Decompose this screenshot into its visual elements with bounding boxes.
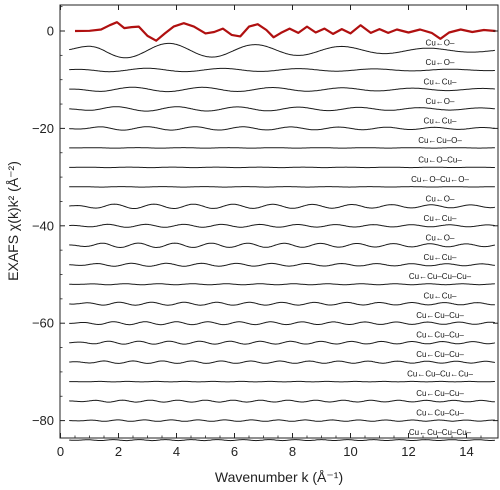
path-curve-21 xyxy=(69,439,495,442)
path-curve-14 xyxy=(69,301,495,306)
x-tick-label: 8 xyxy=(289,444,296,459)
path-curve-1 xyxy=(69,42,495,59)
path-curve-20 xyxy=(69,419,495,422)
path-label-20: Cu←Cu–Cu– xyxy=(416,409,464,418)
path-curve-7 xyxy=(69,166,495,169)
axis-ticks: 0 2 4 6 8 10 12 14 0 −20 −40 −60 −80 xyxy=(32,5,498,459)
path-label-21: Cu←Cu–Cu–Cu– xyxy=(409,428,472,437)
path-curve-17 xyxy=(69,360,495,364)
y-tick-label: −80 xyxy=(32,413,54,428)
x-tick-label: 10 xyxy=(343,444,357,459)
path-label-11: Cu←O– xyxy=(426,233,455,242)
plot-frame xyxy=(59,4,499,439)
path-curve-11 xyxy=(69,242,496,249)
path-curve-10 xyxy=(69,223,495,228)
x-tick-label: 14 xyxy=(459,444,473,459)
path-curve-2 xyxy=(69,67,495,73)
path-label-16: Cu←Cu–Cu– xyxy=(416,331,464,340)
path-label-19: Cu←Cu–Cu– xyxy=(416,389,464,398)
path-curve-16 xyxy=(69,340,496,345)
path-curve-3 xyxy=(69,86,495,93)
x-tick-label: 4 xyxy=(173,444,180,459)
y-tick-label: −60 xyxy=(32,316,54,331)
path-label-2: Cu←O– xyxy=(426,58,455,67)
x-tick-label: 2 xyxy=(115,444,122,459)
path-label-6: Cu←Cu–O– xyxy=(418,136,462,145)
path-curve-9 xyxy=(69,203,495,209)
path-label-5: Cu←Cu– xyxy=(424,116,457,125)
path-curve-18 xyxy=(69,380,495,383)
x-tick-label: 12 xyxy=(401,444,415,459)
path-label-7: Cu←O–Cu– xyxy=(418,155,462,164)
path-curve-19 xyxy=(69,399,495,403)
y-tick-label: −20 xyxy=(32,121,54,136)
y-tick-label: 0 xyxy=(47,24,54,39)
path-label-9: Cu←O– xyxy=(426,194,455,203)
path-curve-8 xyxy=(69,186,495,188)
path-curves xyxy=(69,42,496,442)
path-label-1: Cu←O– xyxy=(426,38,455,47)
path-labels: Cu←O–Cu←O–Cu←Cu–Cu←O–Cu←Cu–Cu←Cu–O–Cu←O–… xyxy=(407,38,473,437)
y-axis-title: EXAFS χ(k)k² (Å⁻²) xyxy=(5,161,21,281)
path-curve-5 xyxy=(69,126,495,131)
path-label-12: Cu←Cu– xyxy=(424,253,457,262)
path-label-3: Cu←Cu– xyxy=(424,77,457,86)
path-label-18: Cu←Cu–Cu←Cu– xyxy=(407,370,473,379)
path-label-17: Cu←Cu–Cu– xyxy=(416,350,464,359)
x-tick-label: 0 xyxy=(57,444,64,459)
path-curve-12 xyxy=(69,262,495,267)
path-curve-15 xyxy=(69,321,495,326)
path-label-10: Cu←Cu– xyxy=(424,214,457,223)
path-label-4: Cu←O– xyxy=(426,97,455,106)
x-axis-title: Wavenumber k (Å⁻¹) xyxy=(215,469,343,485)
x-tick-label: 6 xyxy=(231,444,238,459)
path-curve-4 xyxy=(69,106,495,112)
path-curve-6 xyxy=(69,147,495,149)
path-curve-13 xyxy=(69,283,495,286)
path-label-15: Cu←Cu–Cu– xyxy=(416,311,464,320)
total-signal xyxy=(74,21,496,42)
path-label-13: Cu←Cu–Cu–Cu– xyxy=(409,272,472,281)
path-label-14: Cu←Cu– xyxy=(424,292,457,301)
path-label-8: Cu←O–Cu←O– xyxy=(411,175,469,184)
y-tick-label: −40 xyxy=(32,218,54,233)
total-signal-line xyxy=(74,21,496,42)
